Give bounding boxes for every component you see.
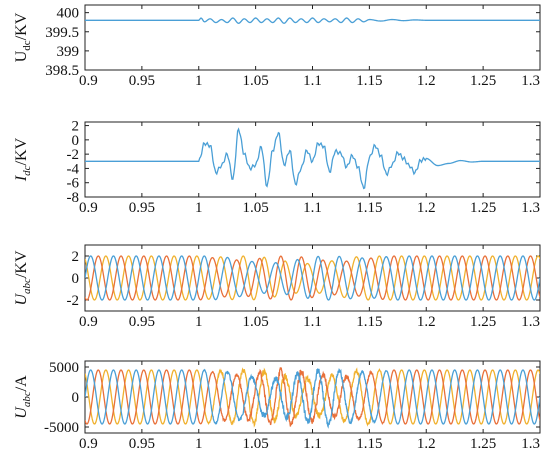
series-line: [85, 127, 540, 190]
phase-a-line: [85, 368, 540, 429]
x-tick-label: 1.1: [303, 200, 322, 216]
ac-current-panel: 0.9 0.95 1 1.05 1.1 1.15 1.2 1.25 1.3 5000 0 -5000 U…: [13, 360, 541, 452]
y-axis-label: Idc/KV: [13, 137, 33, 182]
x-tick-label: 1.15: [356, 73, 382, 89]
y-axis-label-main: I: [13, 175, 30, 182]
phase-b-line: [85, 367, 540, 427]
x-tick-label: 0.95: [129, 200, 155, 216]
y-tick-label: -6: [67, 176, 80, 192]
x-tick-label: 1.2: [417, 73, 436, 89]
y-axis-label-unit: /KV: [13, 137, 30, 165]
phase-a-line: [85, 255, 540, 301]
y-tick-label: -8: [67, 190, 80, 206]
y-tick-label: 2: [72, 249, 80, 265]
x-tick-label: 1.3: [521, 314, 540, 330]
y-axis-label-subscript: abc: [21, 391, 33, 407]
x-tick-label: 1.2: [417, 436, 436, 452]
y-axis-label-main: U: [13, 293, 30, 306]
x-tick-label: 1.25: [470, 73, 496, 89]
x-tick-label: 1.15: [356, 200, 382, 216]
x-tick-label: 1: [195, 314, 203, 330]
x-tick-label: 0.9: [79, 73, 98, 89]
y-tick-label: 2: [72, 119, 80, 135]
y-tick-label: -2: [67, 293, 80, 309]
x-tick-label: 1.1: [303, 73, 322, 89]
y-axis-label-unit: /KV: [13, 12, 30, 40]
x-tick-label: 0.95: [129, 314, 155, 330]
y-tick-label: 5000: [49, 360, 79, 376]
y-axis-label-unit: /KV: [13, 250, 30, 278]
x-tick-label: 0.9: [79, 314, 98, 330]
plot-frame: [84, 4, 541, 71]
y-axis-label-main: U: [13, 406, 30, 419]
y-axis-label-unit: /A: [13, 375, 30, 391]
y-axis-label-subscript: abc: [21, 278, 33, 294]
x-tick-label: 1.2: [417, 200, 436, 216]
x-tick-label: 1.1: [303, 314, 322, 330]
y-tick-label: -4: [67, 161, 80, 177]
phase-c-line: [85, 367, 540, 428]
y-axis-label: Uabc/A: [13, 375, 33, 419]
x-tick-label: 0.95: [129, 436, 155, 452]
y-tick-label: 0: [72, 133, 80, 149]
x-tick-label: 1.25: [470, 200, 496, 216]
x-tick-label: 1.1: [303, 436, 322, 452]
x-tick-label: 1.3: [521, 436, 540, 452]
x-tick-label: 1: [195, 200, 203, 216]
y-tick-label: 399.5: [45, 25, 79, 41]
x-tick-label: 0.95: [129, 73, 155, 89]
x-tick-label: 1.2: [417, 314, 436, 330]
y-tick-label: 0: [72, 271, 80, 287]
y-tick-label: -2: [67, 147, 80, 163]
y-tick-label: 0: [72, 390, 80, 406]
x-tick-label: 1.15: [356, 436, 382, 452]
x-tick-label: 1.25: [470, 436, 496, 452]
y-axis-label: Uabc/KV: [13, 250, 33, 305]
dc-voltage-panel: 0.9 0.95 1 1.05 1.1 1.15 1.2 1.25 1.3 398.5 399 399…: [13, 4, 541, 89]
y-axis-label-main: U: [13, 50, 30, 62]
y-axis-label: Udc/KV: [13, 12, 33, 62]
x-tick-label: 0.9: [79, 436, 98, 452]
y-axis-label-subscript: dc: [21, 40, 33, 51]
dc-current-panel: 0.9 0.95 1 1.05 1.1 1.15 1.2 1.25 1.3 20-2-4-6-8 I…: [13, 119, 541, 216]
x-tick-label: 1.3: [521, 200, 540, 216]
phase-c-line: [85, 255, 540, 301]
y-tick-label: -5000: [44, 420, 79, 436]
phase-b-line: [85, 255, 540, 301]
x-tick-label: 1.25: [470, 314, 496, 330]
x-tick-label: 1.05: [243, 436, 269, 452]
x-tick-label: 0.9: [79, 200, 98, 216]
x-tick-label: 1: [195, 436, 203, 452]
series-line: [85, 17, 540, 25]
x-tick-label: 1.3: [521, 73, 540, 89]
y-axis-label-subscript: dc: [21, 165, 33, 176]
y-tick-label: 400: [57, 6, 80, 22]
ac-voltage-panel: 0.9 0.95 1 1.05 1.1 1.15 1.2 1.25 1.3 2 0 -2 Uabc/KV: [13, 244, 541, 330]
y-tick-label: 399: [57, 44, 80, 60]
x-tick-label: 1.15: [356, 314, 382, 330]
x-tick-label: 1: [195, 73, 203, 89]
y-tick-label: 398.5: [45, 63, 79, 79]
x-tick-label: 1.05: [243, 200, 269, 216]
x-tick-label: 1.05: [243, 314, 269, 330]
x-tick-label: 1.05: [243, 73, 269, 89]
